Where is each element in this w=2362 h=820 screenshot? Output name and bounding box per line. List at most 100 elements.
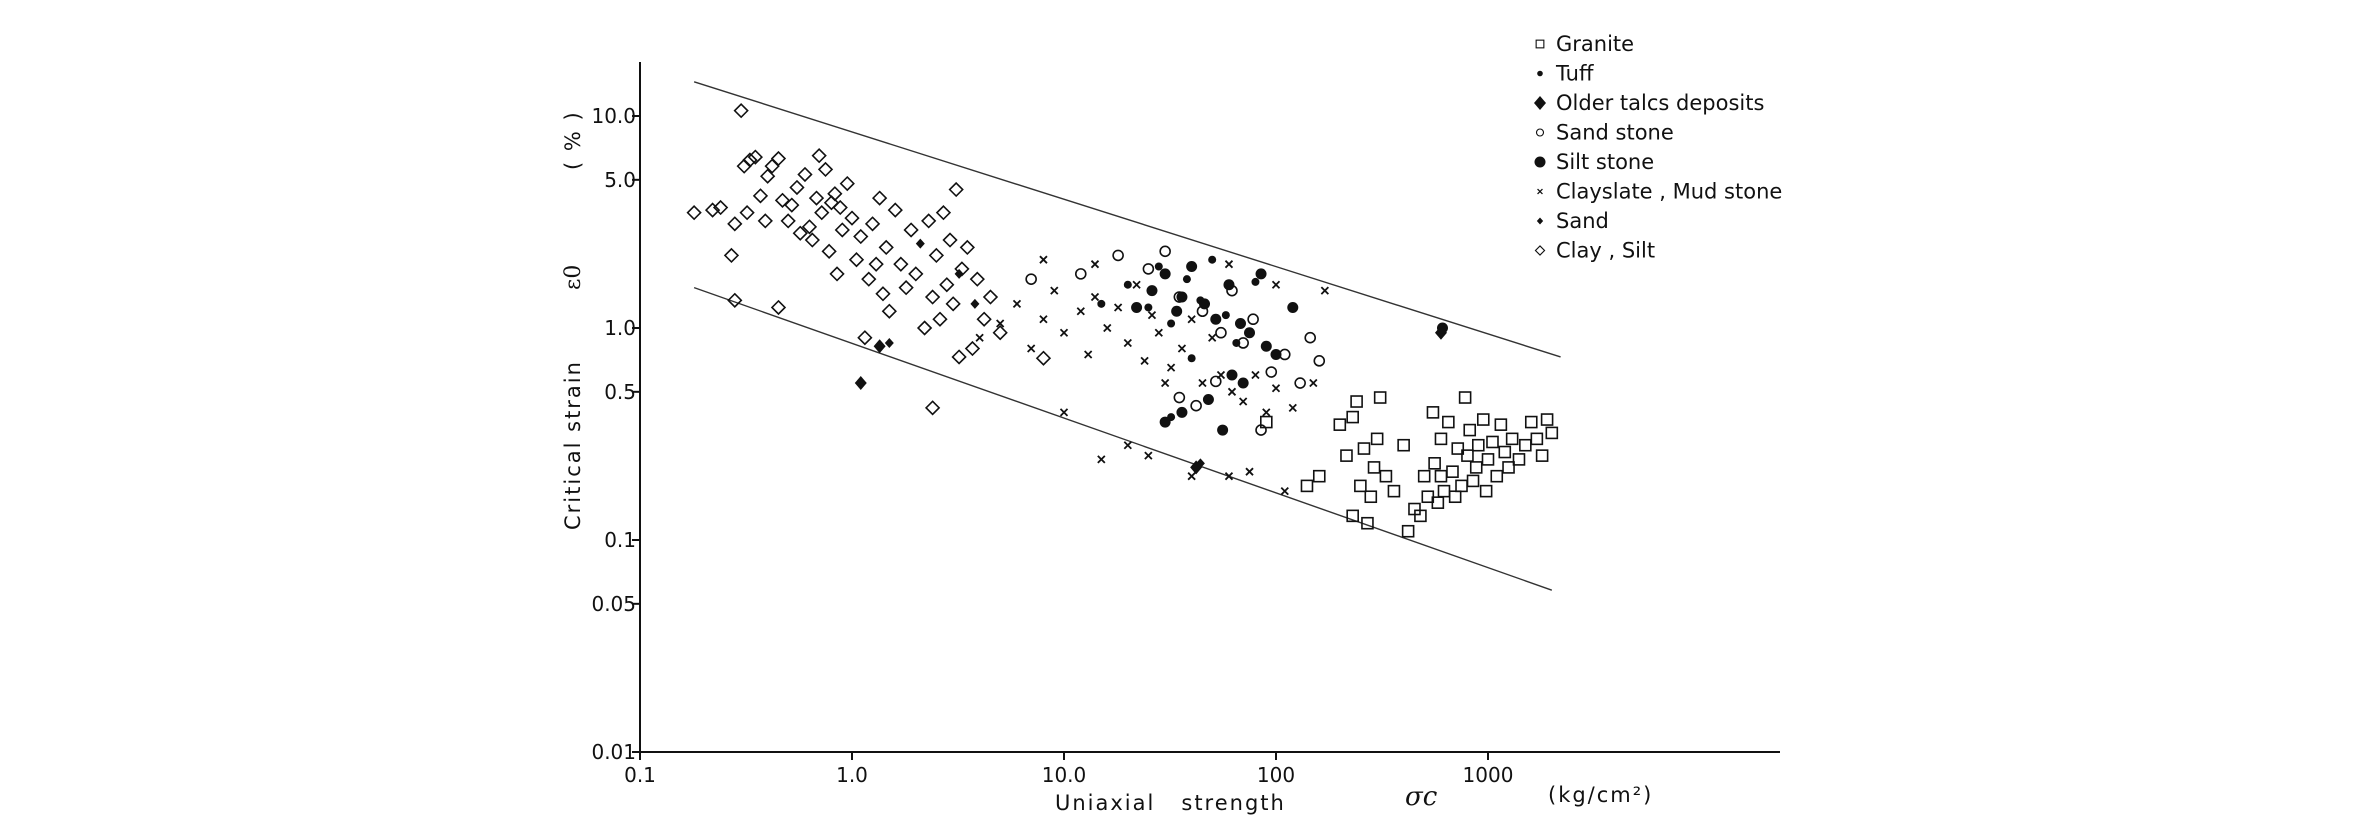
- y-axis-unit-group: ( % ): [561, 110, 585, 170]
- clayslate-mud-stone-point: [1271, 384, 1281, 393]
- granite-point: [1448, 490, 1462, 504]
- legend-label-clayslate-mud-stone: Clayslate , Mud stone: [1556, 180, 1782, 204]
- granite-point: [1524, 415, 1538, 429]
- cross-stroke: [1208, 333, 1217, 342]
- x-tick-label: 1000: [1463, 763, 1514, 787]
- granite-point: [1401, 524, 1415, 538]
- sand-stone-point: [1255, 424, 1267, 436]
- silt-stone-point: [1436, 322, 1448, 334]
- bound-lines: [693, 81, 1561, 591]
- clayslate-mud-stone-point: [1076, 307, 1085, 316]
- clay-silt-point: [797, 166, 813, 183]
- clay-silt-point: [704, 202, 721, 218]
- sand-point: [915, 238, 925, 249]
- legend-label-clay-silt: Clay , Silt: [1556, 239, 1655, 263]
- clay-silt-point: [727, 216, 743, 232]
- clayslate-mud-stone-point: [1132, 280, 1141, 289]
- clayslate-mud-stone-point: [1224, 472, 1234, 481]
- cross-stroke: [1076, 307, 1085, 316]
- silt-stone-point: [1217, 424, 1229, 436]
- granite-point: [1312, 469, 1326, 483]
- clay-silt-point: [780, 213, 796, 229]
- y-axis-unit: ( % ): [561, 110, 585, 170]
- granite-point: [1451, 442, 1465, 455]
- clay-silt-point: [712, 199, 729, 216]
- cross-stroke: [1039, 315, 1048, 324]
- clayslate-mud-stone-point: [1144, 451, 1153, 460]
- granite-point: [1426, 406, 1440, 419]
- sand-stone-point: [1265, 366, 1278, 378]
- cross-stroke: [1144, 451, 1153, 460]
- clay-silt-point: [935, 205, 952, 221]
- x-axis-title: Uniaxial strength: [1055, 791, 1286, 815]
- clay-silt-point: [742, 152, 758, 168]
- tuff-point: [1154, 262, 1163, 271]
- clay-silt-point: [774, 192, 791, 208]
- clayslate-mud-stone-point: [1059, 408, 1069, 417]
- granite-point: [1446, 465, 1459, 478]
- sand-stone-point: [1159, 245, 1171, 258]
- clay-silt-point: [871, 190, 888, 206]
- legend-label-tuff: Tuff: [1555, 62, 1594, 86]
- granite-point: [1346, 410, 1359, 424]
- clay-silt-point: [760, 168, 776, 184]
- clayslate-mud-stone-point: [1154, 328, 1163, 337]
- clayslate-mud-stone-point: [1027, 344, 1036, 353]
- clay-silt-point: [887, 202, 903, 218]
- clay-silt-point: [832, 199, 848, 216]
- cross-stroke: [1154, 328, 1163, 337]
- clay-silt-point: [898, 280, 914, 296]
- clay-silt-point: [804, 232, 820, 248]
- clay-silt-point: [839, 175, 855, 192]
- silt-stone-point: [1202, 393, 1214, 405]
- tuff-point: [1167, 319, 1176, 328]
- cross-stroke: [1050, 286, 1059, 295]
- granite-point: [1333, 418, 1347, 431]
- x-tick-label: 1.0: [836, 763, 868, 787]
- sand-stone-point: [1247, 313, 1259, 326]
- clay-silt-point: [827, 186, 843, 202]
- clayslate-mud-stone-point: [1039, 315, 1048, 324]
- upper-bound-line: [693, 81, 1561, 358]
- silt-stone-point: [1131, 301, 1143, 313]
- granite-point: [1486, 435, 1499, 449]
- clay-silt-point: [924, 400, 941, 416]
- clay-silt-point: [945, 296, 961, 312]
- clay-silt-point: [770, 150, 787, 167]
- clayslate-mud-stone-point: [1039, 255, 1048, 264]
- clay-silt-point: [932, 311, 948, 327]
- clay-silt-point: [878, 239, 894, 256]
- cross-stroke: [1123, 338, 1132, 348]
- silt-stone-point: [1159, 268, 1171, 280]
- y-tick-label: 0.01: [591, 740, 636, 764]
- clay-silt-point: [893, 256, 909, 272]
- clayslate-mud-stone-point: [1177, 344, 1187, 353]
- sand-stone-point: [1025, 273, 1037, 285]
- granite-point: [1364, 490, 1378, 504]
- legend-marker-sand: [1536, 217, 1544, 225]
- clay-silt-point: [844, 210, 860, 226]
- clay-silt-point: [916, 320, 933, 336]
- clay-silt-point: [686, 205, 702, 221]
- granite-point: [1540, 413, 1554, 426]
- granite-point: [1505, 432, 1519, 446]
- clay-silt-point: [959, 239, 975, 256]
- clay-silt-point: [829, 266, 845, 282]
- clay-silt-point: [811, 148, 827, 164]
- cross-stroke: [996, 319, 1005, 328]
- legend-label-older-talcs-deposits: Older talcs deposits: [1556, 91, 1764, 115]
- legend-label-sand-stone: Sand stone: [1556, 121, 1674, 145]
- clay-silt-point: [939, 277, 955, 293]
- clayslate-mud-stone-point: [1123, 441, 1132, 450]
- granite-point: [1494, 418, 1508, 431]
- clayslate-mud-stone-point: [1216, 370, 1226, 380]
- clay-silt-point: [801, 219, 818, 235]
- clay-silt-point: [792, 225, 808, 241]
- cross-stroke: [1537, 188, 1543, 195]
- legend-marker-silt-stone: [1534, 156, 1546, 168]
- granite-point: [1357, 442, 1371, 455]
- clayslate-mud-stone-point: [1239, 397, 1248, 406]
- clayslate-mud-stone-point: [1097, 455, 1106, 464]
- clayslate-mud-stone-point: [1224, 260, 1234, 269]
- clay-silt-point: [881, 303, 897, 319]
